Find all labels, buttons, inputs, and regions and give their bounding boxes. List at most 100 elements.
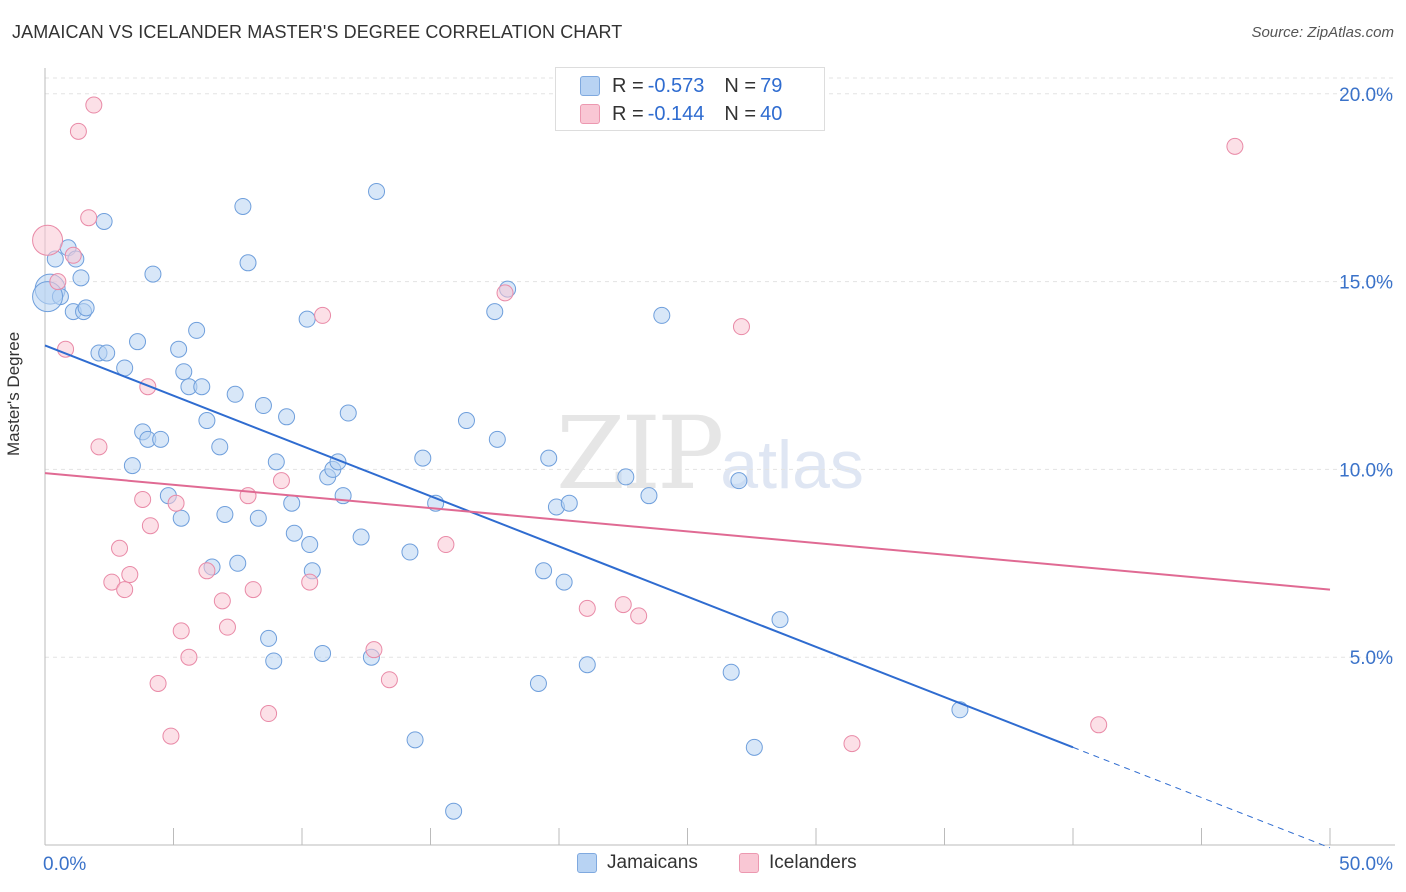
y-tick-label: 15.0% [1339, 273, 1393, 294]
icelander-point [614, 596, 632, 614]
jamaican-point [339, 404, 357, 422]
jamaican-point [457, 412, 475, 430]
icelander-point [116, 581, 134, 599]
y-tick-label: 5.0% [1350, 648, 1393, 669]
jamaican-point [771, 611, 789, 629]
jamaican-point [234, 197, 252, 215]
jamaican-point [170, 340, 188, 358]
icelander-point [380, 671, 398, 689]
icelander-point [578, 599, 596, 617]
icelander-point [630, 607, 648, 625]
jamaican-point [123, 457, 141, 475]
bottom-legend-label: Icelanders [769, 852, 857, 873]
icelander-point [69, 122, 87, 140]
icelander-point [103, 573, 121, 591]
jamaican-point [640, 487, 658, 505]
jamaican-point [368, 182, 386, 200]
watermark: ZIPatlas [556, 395, 864, 512]
icelander-point [496, 284, 514, 302]
jamaican-point [254, 397, 272, 415]
watermark-zip: ZIP [556, 395, 724, 512]
icelander-point [272, 472, 290, 490]
icelander-point [198, 562, 216, 580]
icelander-point [162, 727, 180, 745]
jamaican-point [414, 449, 432, 467]
icelander-point [121, 566, 139, 584]
x-tick-label: 0.0% [43, 854, 86, 875]
icelander-point [365, 641, 383, 659]
icelander-point [149, 674, 167, 692]
icelander-point [843, 735, 861, 753]
icelander-trend-line [44, 472, 1331, 591]
legend-r-label: R = [612, 74, 644, 97]
jamaican-point [401, 543, 419, 561]
watermark-atlas: atlas [720, 427, 864, 503]
icelander-point [57, 340, 75, 358]
bottom-legend-swatch-pink [739, 853, 759, 873]
bottom-legend-jamaicans: Jamaicans [577, 852, 698, 874]
jamaican-point [540, 449, 558, 467]
icelander-point [732, 318, 750, 336]
legend-row-icelanders: R = -0.144 N = 40 [580, 101, 782, 127]
bottom-legend-swatch-blue [577, 853, 597, 873]
x-tick-label: 50.0% [1339, 854, 1393, 875]
legend-r-value: -0.144 [647, 102, 705, 125]
jamaican-point [535, 562, 553, 580]
bottom-legend-label: Jamaicans [607, 852, 698, 873]
jamaican-point [193, 378, 211, 396]
jamaican-point [239, 254, 257, 272]
legend-swatch-pink [580, 104, 600, 124]
icelander-point [141, 517, 159, 535]
icelander-point [260, 705, 278, 723]
legend-r-value: -0.573 [647, 74, 705, 97]
jamaican-point [445, 802, 463, 820]
icelander-point [213, 592, 231, 610]
source-label: Source: ZipAtlas.com [1251, 24, 1394, 41]
jamaican-point [285, 524, 303, 542]
jamaican-point [265, 652, 283, 670]
icelander-point [80, 209, 98, 227]
jamaican-point [172, 509, 190, 527]
legend-n-value: 40 [760, 102, 783, 125]
jamaican-point [486, 303, 504, 321]
icelander-point [167, 494, 185, 512]
jamaican-point [560, 494, 578, 512]
jamaican-point [211, 438, 229, 456]
jamaican-trend-extension [1072, 746, 1331, 849]
jamaican-point [226, 385, 244, 403]
y-axis-label: Master's Degree [4, 331, 23, 456]
icelander-point [180, 648, 198, 666]
jamaican-point [198, 412, 216, 430]
jamaican-point [314, 644, 332, 662]
icelander-point [314, 306, 332, 324]
y-tick-label: 10.0% [1339, 460, 1393, 481]
icelander-point [111, 539, 129, 557]
jamaican-point [95, 212, 113, 230]
jamaican-point [77, 299, 95, 317]
jamaican-point [260, 629, 278, 647]
icelander-point [437, 536, 455, 554]
jamaican-point [406, 731, 424, 749]
legend-row-jamaicans: R = -0.573 N = 79 [580, 73, 782, 99]
jamaican-point [488, 430, 506, 448]
icelander-point [172, 622, 190, 640]
jamaican-point [98, 344, 116, 362]
jamaican-point [617, 468, 635, 486]
legend-r-label: R = [612, 102, 644, 125]
jamaican-point [144, 265, 162, 283]
jamaican-point [301, 536, 319, 554]
jamaican-point [267, 453, 285, 471]
icelander-point [139, 378, 157, 396]
jamaican-point [529, 674, 547, 692]
jamaican-point [72, 269, 90, 287]
jamaican-point [951, 701, 969, 719]
icelander-point [49, 273, 67, 291]
jamaican-point [578, 656, 596, 674]
jamaican-point [555, 573, 573, 591]
jamaican-point [216, 505, 234, 523]
jamaican-point [352, 528, 370, 546]
jamaican-point [730, 472, 748, 490]
icelander-point [244, 581, 262, 599]
chart-title: JAMAICAN VS ICELANDER MASTER'S DEGREE CO… [12, 22, 623, 42]
